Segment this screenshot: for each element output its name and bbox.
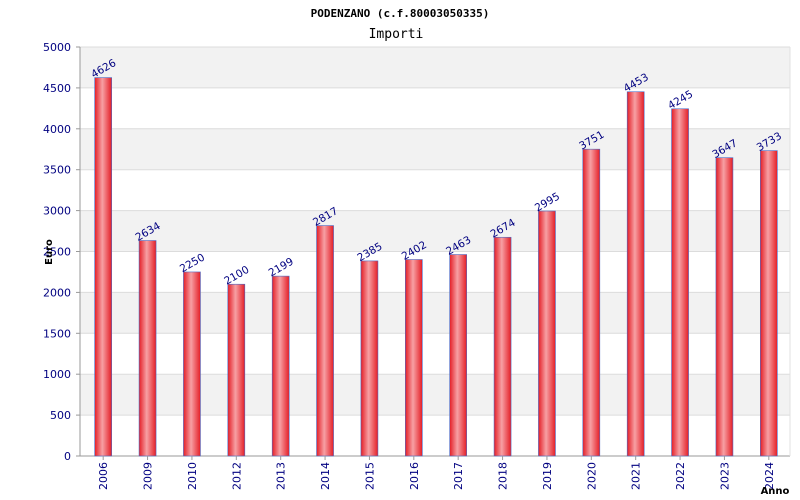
chart-subtitle: Importi [369, 27, 424, 42]
x-tick-label: 2010 [186, 462, 199, 490]
bar [760, 150, 778, 457]
bar [626, 91, 645, 457]
bar [360, 260, 379, 457]
bars [94, 77, 778, 457]
x-tick-label: 2013 [275, 462, 288, 490]
bar [582, 148, 601, 457]
x-tick-label: 2015 [363, 462, 376, 490]
bar [94, 77, 112, 457]
x-tick-label: 2016 [408, 462, 421, 490]
bar [316, 225, 334, 457]
y-tick-labels: 0 500 1000 1500 2000 2500 3000 3500 4000 4500 5000 [43, 41, 80, 463]
y-tick-label: 2000 [43, 286, 71, 299]
bar [449, 254, 467, 457]
y-tick-label: 1000 [43, 368, 71, 381]
y-axis-label: Euro [44, 239, 55, 265]
bar [538, 210, 556, 457]
bar [405, 259, 423, 457]
x-tick-label: 2014 [319, 462, 332, 490]
bar [138, 240, 157, 457]
x-tick-label: 2012 [230, 462, 243, 490]
x-tick-label: 2018 [497, 462, 510, 490]
y-tick-label: 4500 [43, 82, 71, 95]
x-tick-label: 2023 [718, 462, 731, 490]
x-tick-label: 2022 [674, 462, 687, 490]
x-tick-labels: 2006 2009 2010 2012 2013 2014 2015 2016 2017 2018… [97, 456, 776, 490]
y-tick-label: 4000 [43, 123, 71, 136]
x-tick-label: 2024 [763, 462, 776, 490]
bar [271, 275, 290, 457]
x-axis-label: Anno [761, 486, 790, 497]
y-tick-label: 3500 [43, 164, 71, 177]
bar [493, 236, 512, 457]
y-tick-label: 0 [64, 450, 71, 463]
bar [183, 271, 201, 457]
x-tick-label: 2017 [452, 462, 465, 490]
x-tick-label: 2006 [97, 462, 110, 490]
y-tick-label: 1500 [43, 327, 71, 340]
x-tick-label: 2019 [541, 462, 554, 490]
grid-band [80, 47, 790, 88]
x-tick-label: 2009 [142, 462, 155, 490]
bar [227, 283, 246, 457]
x-tick-label: 2020 [585, 462, 598, 490]
x-tick-label: 2021 [630, 462, 643, 490]
bar [671, 108, 689, 457]
y-tick-label: 2500 [43, 246, 71, 259]
chart-title: PODENZANO (c.f.80003050335) [311, 7, 490, 20]
bar [715, 157, 734, 457]
y-tick-label: 5000 [43, 41, 71, 54]
y-tick-label: 3000 [43, 205, 71, 218]
y-tick-label: 500 [50, 409, 71, 422]
